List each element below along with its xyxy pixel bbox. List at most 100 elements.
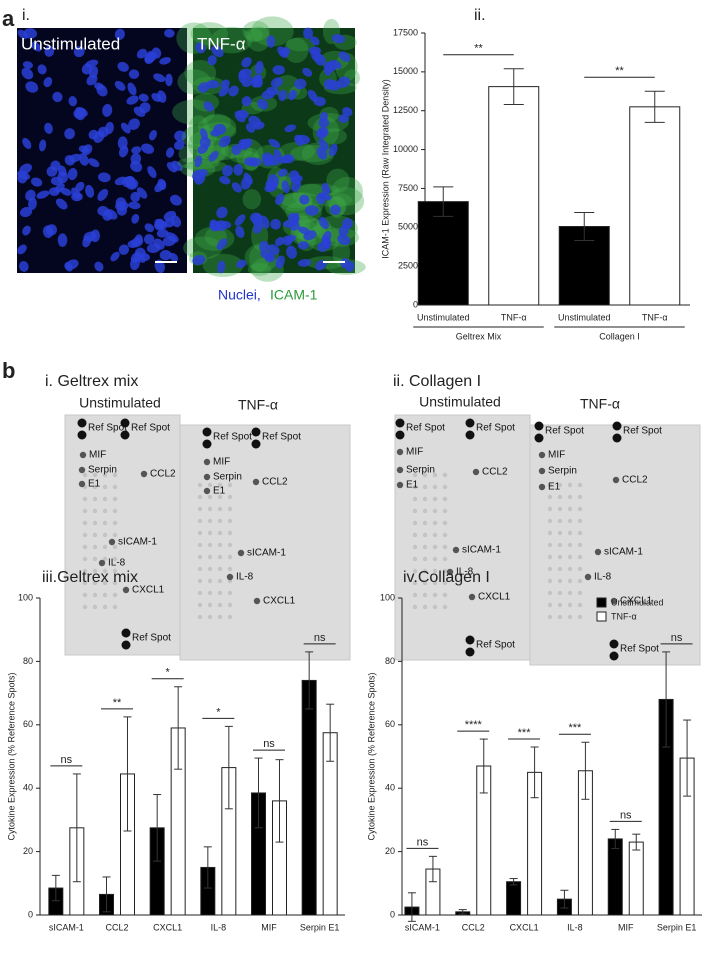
faint-spot xyxy=(197,518,203,524)
faint-spot xyxy=(557,494,563,500)
significance-label: ns xyxy=(263,738,275,750)
nucleus xyxy=(73,46,85,58)
nucleus xyxy=(50,176,64,186)
faint-spot xyxy=(102,592,108,598)
spot-label: CXCL1 xyxy=(132,585,165,596)
faint-spot xyxy=(82,592,88,598)
significance-label: * xyxy=(216,706,221,718)
icam-stain xyxy=(326,168,350,193)
icam-stain xyxy=(331,176,363,207)
nucleus xyxy=(243,157,258,167)
icam-stain xyxy=(284,37,309,63)
nucleus xyxy=(114,80,126,91)
faint-spot xyxy=(227,554,233,560)
nucleus xyxy=(102,210,113,221)
nucleus xyxy=(166,232,179,243)
nucleus xyxy=(228,85,239,97)
membrane xyxy=(529,424,701,666)
faint-spot xyxy=(442,484,448,490)
significance-label: ns xyxy=(61,754,73,766)
spot xyxy=(202,439,212,449)
faint-spot xyxy=(422,580,428,586)
spot-label: Ref Spot xyxy=(406,423,445,434)
nucleus xyxy=(55,198,68,210)
legend-label: TNF-α xyxy=(611,611,637,621)
nucleus xyxy=(159,249,172,261)
nucleus xyxy=(166,162,178,173)
faint-spot xyxy=(567,494,573,500)
nucleus xyxy=(235,259,247,269)
nucleus xyxy=(127,82,137,96)
spot-label: Serpin xyxy=(406,465,435,476)
faint-spot xyxy=(217,554,223,560)
nucleus xyxy=(64,155,75,166)
nucleus xyxy=(128,118,140,130)
nucleus xyxy=(28,197,37,211)
spot xyxy=(396,466,404,474)
nucleus xyxy=(216,206,228,219)
faint-spot xyxy=(567,542,573,548)
faint-spot xyxy=(197,482,203,488)
faint-spot xyxy=(432,520,438,526)
icam-stain xyxy=(242,189,262,210)
spot xyxy=(395,418,405,428)
faint-spot xyxy=(442,532,448,538)
legend-swatch xyxy=(596,611,607,622)
nucleus xyxy=(310,49,322,63)
faint-spot xyxy=(422,604,428,610)
nucleus xyxy=(296,134,310,145)
group-label: Geltrex Mix xyxy=(456,331,502,341)
nucleus xyxy=(155,218,166,230)
faint-spot xyxy=(227,614,233,620)
faint-spot xyxy=(412,544,418,550)
blot-title: i. Geltrex mix xyxy=(45,373,138,390)
legend-label: Unstimulated xyxy=(611,597,664,607)
nucleus xyxy=(303,230,317,241)
y-tick-label: 7500 xyxy=(398,183,418,193)
faint-spot xyxy=(197,494,203,500)
y-tick-label: 20 xyxy=(23,846,33,856)
faint-spot xyxy=(442,592,448,598)
spot xyxy=(120,430,130,440)
faint-spot xyxy=(227,542,233,548)
nucleus xyxy=(143,234,155,245)
nucleus xyxy=(105,121,114,135)
faint-spot xyxy=(567,602,573,608)
y-tick-label: 20 xyxy=(385,846,395,856)
nucleus xyxy=(331,60,342,69)
nucleus xyxy=(144,223,155,233)
nucleus xyxy=(211,45,224,58)
nucleus xyxy=(208,150,219,162)
nucleus xyxy=(285,234,296,243)
nucleus xyxy=(281,180,290,194)
nucleus xyxy=(78,145,90,153)
nucleus xyxy=(270,218,281,230)
nucleus xyxy=(284,124,296,133)
nucleus xyxy=(328,143,338,157)
y-tick-label: 80 xyxy=(385,656,395,666)
nucleus xyxy=(237,109,249,119)
spot xyxy=(237,549,245,557)
nucleus xyxy=(25,81,39,93)
faint-spot xyxy=(207,590,213,596)
x-tick-label: IL-8 xyxy=(211,922,227,932)
faint-spot xyxy=(442,568,448,574)
nucleus xyxy=(17,244,27,255)
spot xyxy=(465,647,475,657)
faint-spot xyxy=(217,542,223,548)
faint-spot xyxy=(112,568,118,574)
x-tick-label: sICAM-1 xyxy=(49,922,84,932)
nucleus xyxy=(337,234,351,246)
faint-spot xyxy=(112,532,118,538)
spot xyxy=(465,418,475,428)
y-tick-label: 5000 xyxy=(398,222,418,232)
nucleus xyxy=(257,98,269,110)
spot xyxy=(203,458,211,466)
faint-spot xyxy=(227,518,233,524)
y-tick-label: 10000 xyxy=(393,144,418,154)
faint-spot xyxy=(197,530,203,536)
spot-label: Ref Spot xyxy=(262,432,301,443)
spot xyxy=(609,639,619,649)
nucleus xyxy=(166,147,175,158)
faint-spot xyxy=(412,592,418,598)
